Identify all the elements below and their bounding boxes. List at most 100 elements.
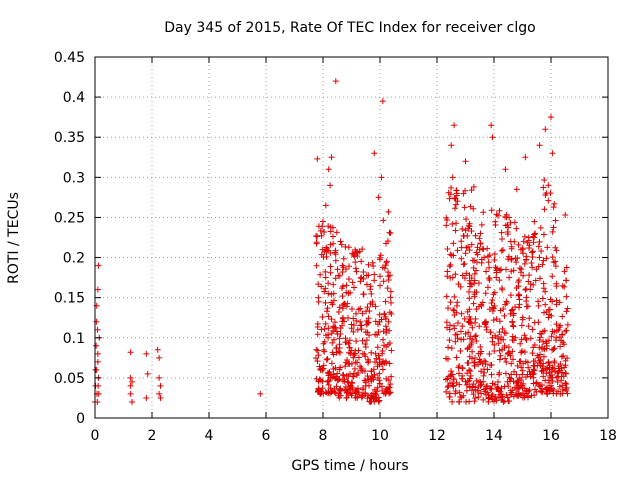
data-point (499, 346, 506, 353)
data-point (453, 187, 460, 194)
data-point (489, 134, 496, 141)
data-point (330, 336, 337, 343)
data-point (449, 174, 456, 181)
data-point (536, 344, 543, 351)
data-point (465, 329, 472, 336)
data-point (463, 387, 470, 394)
data-point (468, 274, 475, 281)
data-point (550, 224, 557, 231)
data-point (377, 252, 384, 259)
data-point (488, 207, 495, 214)
data-point (345, 373, 352, 380)
data-point (540, 373, 547, 380)
data-point (513, 385, 520, 392)
data-point (459, 225, 466, 232)
data-point (443, 293, 450, 300)
data-point (486, 385, 493, 392)
y-tick-label: 0.1 (63, 331, 85, 347)
data-point (379, 387, 386, 394)
data-point (450, 376, 457, 383)
data-point (500, 305, 507, 312)
data-point (317, 271, 324, 278)
data-point (509, 348, 516, 355)
data-point (348, 306, 355, 313)
data-point (523, 388, 530, 395)
data-point (473, 259, 480, 266)
data-point (446, 195, 453, 202)
data-point (340, 283, 347, 290)
data-point (378, 174, 385, 181)
data-point (327, 269, 334, 276)
data-point (502, 370, 509, 377)
data-point (94, 326, 101, 333)
data-point (388, 299, 395, 306)
data-point (481, 357, 488, 364)
data-point (537, 351, 544, 358)
data-point (510, 356, 517, 363)
data-point (368, 349, 375, 356)
data-point (463, 381, 470, 388)
data-point (337, 330, 344, 337)
data-point (477, 379, 484, 386)
data-point (472, 394, 479, 401)
data-point (383, 326, 390, 333)
data-point (465, 288, 472, 295)
data-point (491, 341, 498, 348)
data-point (459, 365, 466, 372)
data-point (348, 360, 355, 367)
data-point (540, 285, 547, 292)
data-point (523, 298, 530, 305)
data-point (510, 312, 517, 319)
data-point (349, 380, 356, 387)
data-point (546, 388, 553, 395)
data-point (471, 289, 478, 296)
data-point (562, 328, 569, 335)
data-point (511, 219, 518, 226)
data-point (473, 332, 480, 339)
data-point (519, 348, 526, 355)
data-point (493, 211, 500, 218)
data-point (348, 392, 355, 399)
data-point (320, 390, 327, 397)
data-point (342, 359, 349, 366)
data-point (529, 369, 536, 376)
y-tick-label: 0.05 (54, 371, 85, 387)
data-point (532, 230, 539, 237)
data-point (364, 372, 371, 379)
data-point (548, 333, 555, 340)
data-point (478, 259, 485, 266)
data-point (477, 240, 484, 247)
data-point (344, 378, 351, 385)
data-point (319, 313, 326, 320)
data-point (352, 248, 359, 255)
data-point (319, 223, 326, 230)
data-point (453, 354, 460, 361)
data-point (359, 246, 366, 253)
data-point (558, 365, 565, 372)
data-point (92, 366, 99, 373)
data-point (465, 319, 472, 326)
data-point (476, 323, 483, 330)
data-point (327, 182, 334, 189)
data-point (472, 319, 479, 326)
data-point (563, 293, 570, 300)
plot-frame (94, 56, 609, 419)
data-point (464, 345, 471, 352)
data-point (452, 271, 459, 278)
data-point (530, 239, 537, 246)
data-point (515, 278, 522, 285)
data-point (365, 382, 372, 389)
data-point (382, 314, 389, 321)
data-point (362, 390, 369, 397)
x-tick-label: 16 (542, 428, 560, 444)
data-point (509, 387, 516, 394)
data-point (536, 142, 543, 149)
data-point (354, 359, 361, 366)
data-point (530, 370, 537, 377)
data-point (312, 355, 319, 362)
data-point (95, 390, 102, 397)
data-point (368, 368, 375, 375)
data-point (527, 286, 534, 293)
data-point (563, 264, 570, 271)
